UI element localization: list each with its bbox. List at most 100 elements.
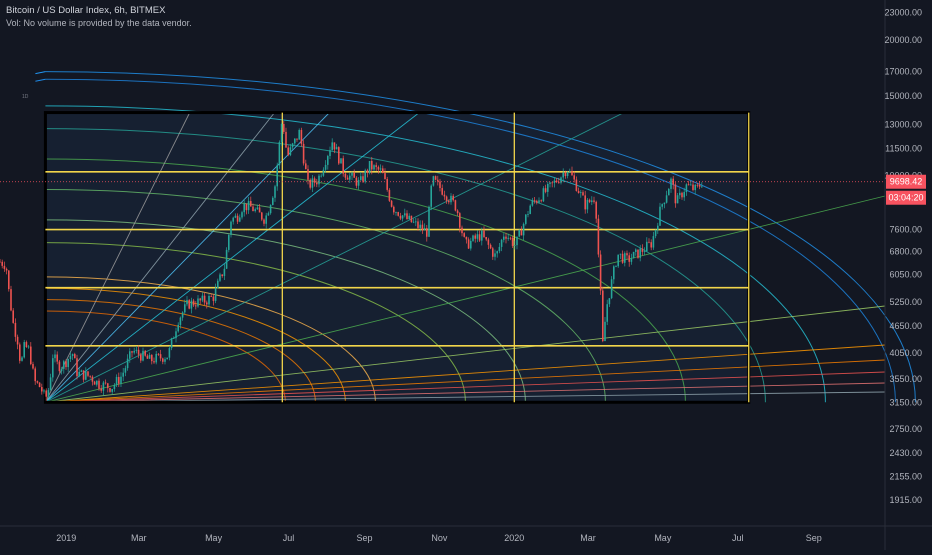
candle-body bbox=[144, 350, 146, 356]
candle-body bbox=[349, 175, 351, 180]
candle-body bbox=[23, 342, 25, 358]
candle-body bbox=[74, 354, 76, 359]
candle-body bbox=[390, 200, 393, 207]
x-tick-label: Nov bbox=[431, 533, 448, 543]
candle-body bbox=[175, 331, 177, 339]
candle-body bbox=[373, 165, 375, 170]
candle-body bbox=[221, 274, 223, 277]
candle-body bbox=[239, 217, 241, 222]
y-tick-label: 6800.00 bbox=[889, 246, 922, 256]
x-tick-label: Mar bbox=[580, 533, 596, 543]
y-tick-label: 17000.00 bbox=[884, 67, 922, 77]
y-tick-label: 3150.00 bbox=[889, 397, 922, 407]
candle-body bbox=[619, 253, 622, 255]
candle-body bbox=[628, 255, 630, 262]
candle-body bbox=[5, 268, 8, 271]
candle-body bbox=[111, 389, 113, 392]
candle-body bbox=[533, 200, 536, 202]
candle-body bbox=[91, 376, 94, 382]
gann-arc bbox=[45, 128, 766, 403]
gann-fan-line bbox=[45, 305, 886, 403]
candle-body bbox=[423, 228, 426, 231]
candle-body bbox=[525, 214, 527, 224]
symbol-title[interactable]: Bitcoin / US Dollar Index, 6h, BITMEX bbox=[6, 5, 166, 16]
candle-body bbox=[69, 356, 72, 360]
candle-body bbox=[168, 348, 171, 358]
candle-body bbox=[584, 195, 586, 210]
candle-body bbox=[16, 336, 19, 345]
candle-body bbox=[122, 372, 124, 377]
candle-body bbox=[296, 138, 298, 140]
candle-body bbox=[564, 172, 567, 177]
countdown-text: 03:04:20 bbox=[888, 193, 923, 203]
y-tick-label: 1915.00 bbox=[889, 495, 922, 505]
gann-arc bbox=[45, 299, 316, 403]
candle-body bbox=[32, 364, 34, 369]
candle-body bbox=[206, 302, 208, 305]
candle-body bbox=[382, 168, 384, 174]
candle-body bbox=[573, 175, 575, 180]
candle-body bbox=[234, 215, 237, 218]
candle-body bbox=[687, 184, 690, 186]
candle-body bbox=[566, 171, 569, 177]
candle-body bbox=[575, 179, 578, 191]
candle-body bbox=[626, 253, 628, 256]
candle-body bbox=[63, 361, 65, 369]
candle-body bbox=[173, 338, 175, 339]
gann-fan-line bbox=[45, 111, 421, 403]
candle-body bbox=[384, 173, 386, 180]
candle-body bbox=[148, 354, 151, 359]
x-tick-label: Jul bbox=[283, 533, 295, 543]
candle-body bbox=[483, 230, 485, 238]
candle-body bbox=[454, 200, 457, 211]
candle-body bbox=[489, 244, 492, 249]
candle-body bbox=[140, 354, 142, 361]
candle-body bbox=[192, 300, 195, 306]
candle-body bbox=[470, 240, 472, 249]
candle-body bbox=[577, 190, 580, 194]
candle-body bbox=[327, 156, 329, 165]
candle-body bbox=[681, 192, 683, 198]
candle-body bbox=[562, 172, 564, 178]
candle-body bbox=[586, 199, 589, 210]
candle-body bbox=[432, 176, 435, 186]
candle-body bbox=[588, 199, 591, 203]
x-tick-label: May bbox=[654, 533, 672, 543]
candle-body bbox=[481, 230, 483, 241]
y-tick-label: 13000.00 bbox=[884, 119, 922, 129]
candle-body bbox=[342, 158, 344, 174]
candle-body bbox=[181, 312, 184, 318]
candle-body bbox=[322, 169, 325, 176]
candle-body bbox=[188, 300, 190, 309]
candle-body bbox=[650, 242, 652, 248]
candle-body bbox=[386, 179, 388, 190]
candle-body bbox=[360, 176, 362, 180]
countdown-badge bbox=[886, 190, 926, 205]
candle-body bbox=[309, 179, 311, 188]
gann-fan-line bbox=[45, 382, 886, 403]
candle-body bbox=[580, 192, 582, 194]
candle-body bbox=[305, 163, 307, 170]
candle-body bbox=[476, 234, 479, 239]
candle-body bbox=[261, 212, 263, 220]
candle-body bbox=[637, 249, 639, 258]
candle-body bbox=[289, 147, 292, 156]
candle-body bbox=[324, 164, 327, 170]
candle-body bbox=[443, 194, 446, 197]
candle-body bbox=[399, 215, 402, 219]
candle-body bbox=[555, 180, 558, 183]
candle-body bbox=[406, 213, 408, 220]
y-tick-label: 11500.00 bbox=[885, 143, 922, 153]
candle-body bbox=[210, 295, 212, 297]
candle-body bbox=[87, 371, 89, 376]
candle-body bbox=[547, 183, 549, 192]
candle-body bbox=[60, 368, 63, 372]
candle-body bbox=[67, 359, 69, 368]
candle-body bbox=[142, 350, 144, 361]
candle-body bbox=[571, 171, 573, 176]
candle-body bbox=[683, 192, 685, 198]
gann-fan-line bbox=[45, 111, 276, 403]
candle-body bbox=[448, 200, 450, 203]
